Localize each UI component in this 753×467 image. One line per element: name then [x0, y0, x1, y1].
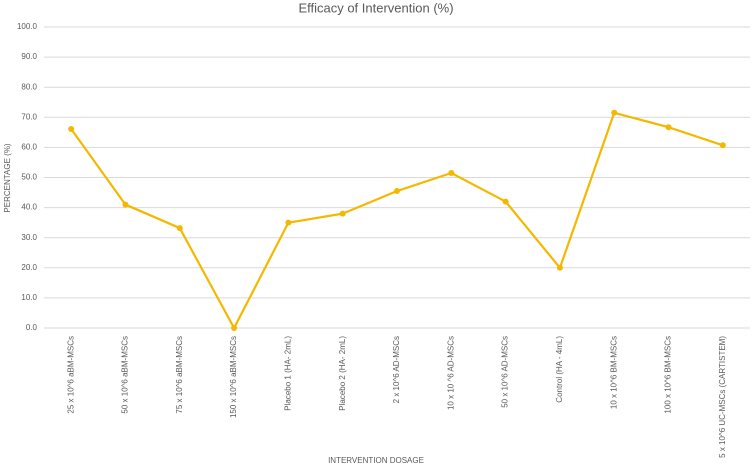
x-tick-label: 50 x 10^6 aBM-MSCs [121, 336, 130, 414]
point [448, 169, 455, 176]
point [285, 219, 292, 226]
point [502, 198, 509, 205]
x-tick-label: 10 x 10^6 BM-MSCs [609, 336, 618, 409]
x-tick-label: 2 x 10^6 AD-MSCs [392, 336, 401, 403]
y-tick-label: 40.0 [21, 203, 37, 212]
y-tick-label: 10.0 [21, 293, 37, 302]
y-tick-label: 60.0 [21, 143, 37, 152]
x-tick-label: 100 x 10^6 BM-MSCs [664, 336, 673, 414]
x-tick-label: Placebo 1 (HA- 2mL) [283, 336, 292, 411]
x-tick-label: 10 x 10 ^6 AD-MSCs [446, 336, 455, 410]
x-tick-label: 5 x 10^6 UC-MSCs (CARTISTEM) [718, 336, 727, 458]
y-tick-label: 80.0 [21, 82, 37, 91]
point [176, 225, 183, 232]
y-tick-label: 20.0 [21, 263, 37, 272]
y-tick-label: 50.0 [21, 173, 37, 182]
y-tick-label: 0.0 [26, 323, 38, 332]
y-tick-label: 90.0 [21, 52, 37, 61]
x-tick-label: Control (HA - 4mL) [555, 336, 564, 403]
x-tick-label: Placebo 2 (HA- 2mL) [338, 336, 347, 411]
point [122, 201, 129, 208]
point [611, 109, 618, 116]
point [68, 126, 75, 133]
chart-title: Efficacy of Intervention (%) [298, 0, 453, 15]
y-tick-label: 100.0 [17, 22, 38, 31]
y-tick-label: 30.0 [21, 233, 37, 242]
point [394, 188, 400, 195]
point [339, 210, 346, 217]
y-axis-label: PERCENTAGE (%) [3, 143, 12, 213]
x-axis-label: INTERVENTION DOSAGE [328, 456, 424, 465]
point [719, 142, 726, 149]
line [70, 111, 724, 330]
x-tick-label: 75 x 10^6 aBM-MSCs [175, 336, 184, 414]
x-tick-label: 150 x 10^6 aBM-MSCs [229, 336, 238, 418]
x-tick-label: 25 x 10^6 aBM-MSCs [66, 336, 75, 414]
x-tick-label: 50 x 10^6 AD-MSCs [501, 336, 510, 408]
point [556, 264, 563, 271]
point [665, 124, 672, 131]
y-tick-label: 70.0 [21, 112, 37, 121]
point [231, 325, 238, 331]
